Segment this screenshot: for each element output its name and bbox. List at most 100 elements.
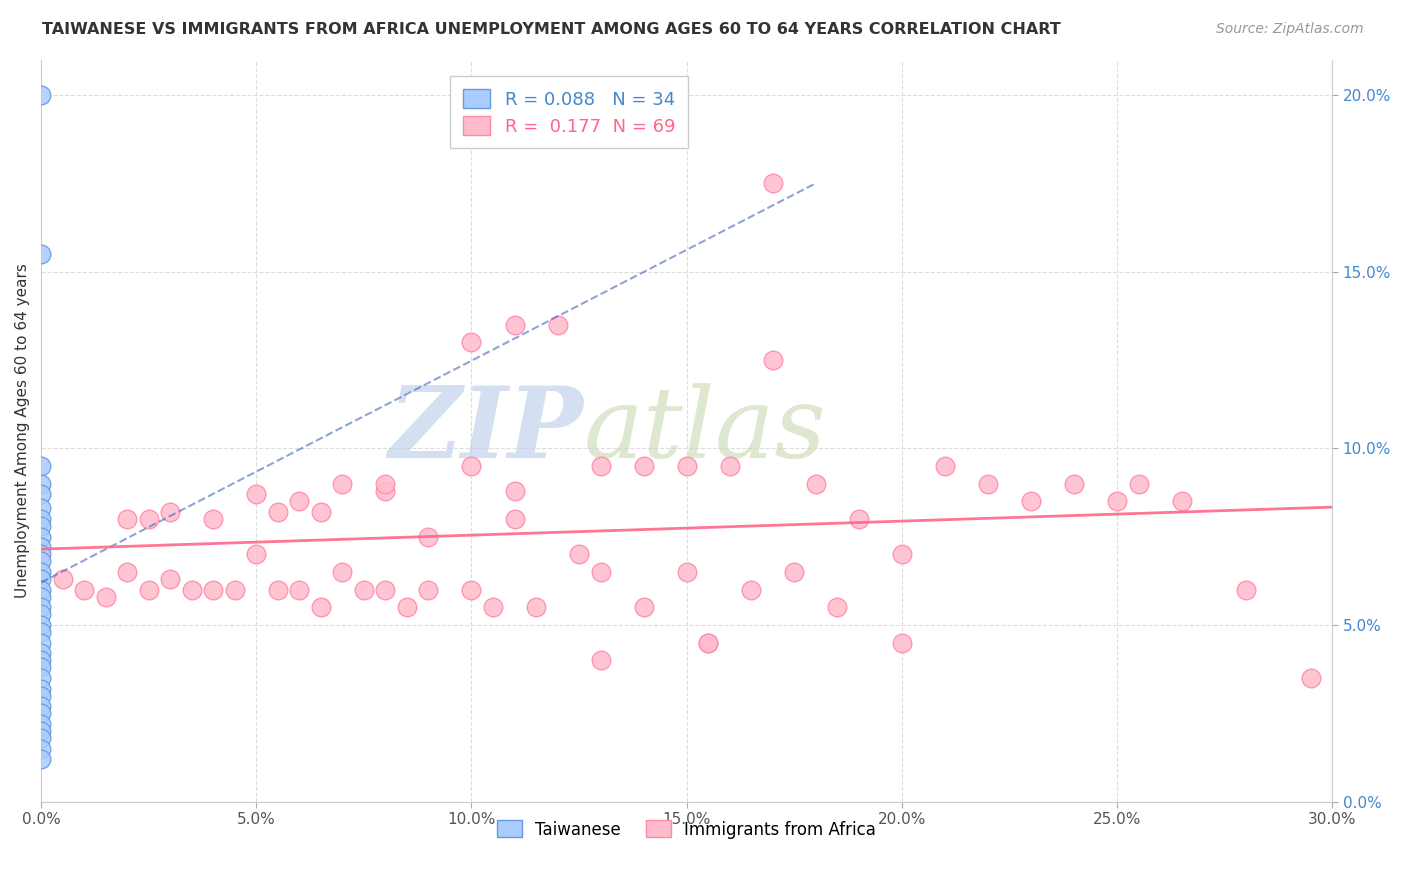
Point: [503, 483, 526, 498]
Point: [202, 512, 225, 526]
Point: [30, 554, 52, 568]
Point: [224, 582, 246, 597]
Point: [460, 335, 482, 350]
Point: [675, 458, 697, 473]
Point: [30, 681, 52, 696]
Point: [30, 512, 52, 526]
Point: [547, 318, 569, 332]
Point: [890, 547, 912, 561]
Point: [30, 671, 52, 685]
Point: [267, 582, 290, 597]
Point: [827, 600, 849, 615]
Point: [332, 565, 354, 579]
Point: [740, 582, 762, 597]
Point: [159, 505, 181, 519]
Point: [30, 741, 52, 756]
Point: [115, 512, 138, 526]
Point: [30, 731, 52, 745]
Point: [697, 635, 720, 649]
Point: [30, 87, 52, 102]
Point: [30, 624, 52, 639]
Point: [30, 458, 52, 473]
Point: [718, 458, 741, 473]
Point: [30, 540, 52, 554]
Point: [267, 505, 290, 519]
Point: [890, 635, 912, 649]
Point: [633, 600, 655, 615]
Point: [30, 572, 52, 586]
Point: [395, 600, 418, 615]
Point: [309, 505, 332, 519]
Point: [138, 512, 160, 526]
Point: [30, 653, 52, 667]
Point: [30, 530, 52, 544]
Point: [30, 565, 52, 579]
Point: [675, 565, 697, 579]
Point: [804, 476, 827, 491]
Point: [1105, 494, 1128, 508]
Point: [159, 572, 181, 586]
Point: [374, 483, 396, 498]
Point: [309, 600, 332, 615]
Point: [180, 582, 202, 597]
Point: [73, 582, 96, 597]
Point: [288, 582, 311, 597]
Point: [30, 706, 52, 721]
Point: [589, 653, 612, 667]
Text: Source: ZipAtlas.com: Source: ZipAtlas.com: [1216, 22, 1364, 37]
Point: [30, 689, 52, 703]
Point: [30, 723, 52, 738]
Point: [589, 565, 612, 579]
Point: [524, 600, 547, 615]
Point: [482, 600, 505, 615]
Point: [374, 476, 396, 491]
Legend: Taiwanese, Immigrants from Africa: Taiwanese, Immigrants from Africa: [491, 814, 883, 846]
Point: [245, 487, 267, 501]
Point: [138, 582, 160, 597]
Point: [30, 752, 52, 766]
Point: [418, 530, 440, 544]
Point: [353, 582, 375, 597]
Point: [977, 476, 1000, 491]
Point: [30, 699, 52, 714]
Point: [1019, 494, 1042, 508]
Point: [374, 582, 396, 597]
Point: [460, 582, 482, 597]
Point: [202, 582, 225, 597]
Point: [245, 547, 267, 561]
Point: [1299, 671, 1322, 685]
Point: [503, 512, 526, 526]
Point: [1063, 476, 1085, 491]
Point: [30, 487, 52, 501]
Point: [30, 501, 52, 516]
Point: [30, 716, 52, 731]
Point: [503, 318, 526, 332]
Text: TAIWANESE VS IMMIGRANTS FROM AFRICA UNEMPLOYMENT AMONG AGES 60 TO 64 YEARS CORRE: TAIWANESE VS IMMIGRANTS FROM AFRICA UNEM…: [42, 22, 1062, 37]
Point: [1170, 494, 1192, 508]
Y-axis label: Unemployment Among Ages 60 to 64 years: Unemployment Among Ages 60 to 64 years: [15, 263, 30, 598]
Point: [697, 635, 720, 649]
Point: [783, 565, 806, 579]
Point: [1234, 582, 1257, 597]
Point: [30, 635, 52, 649]
Point: [30, 519, 52, 533]
Point: [30, 590, 52, 604]
Text: ZIP: ZIP: [388, 383, 583, 479]
Point: [418, 582, 440, 597]
Point: [115, 565, 138, 579]
Point: [762, 176, 785, 190]
Point: [30, 547, 52, 561]
Point: [1128, 476, 1150, 491]
Point: [762, 353, 785, 368]
Point: [848, 512, 870, 526]
Point: [633, 458, 655, 473]
Point: [94, 590, 117, 604]
Point: [30, 247, 52, 261]
Text: atlas: atlas: [583, 383, 827, 478]
Point: [52, 572, 75, 586]
Point: [30, 600, 52, 615]
Point: [30, 582, 52, 597]
Point: [30, 618, 52, 632]
Point: [30, 607, 52, 622]
Point: [332, 476, 354, 491]
